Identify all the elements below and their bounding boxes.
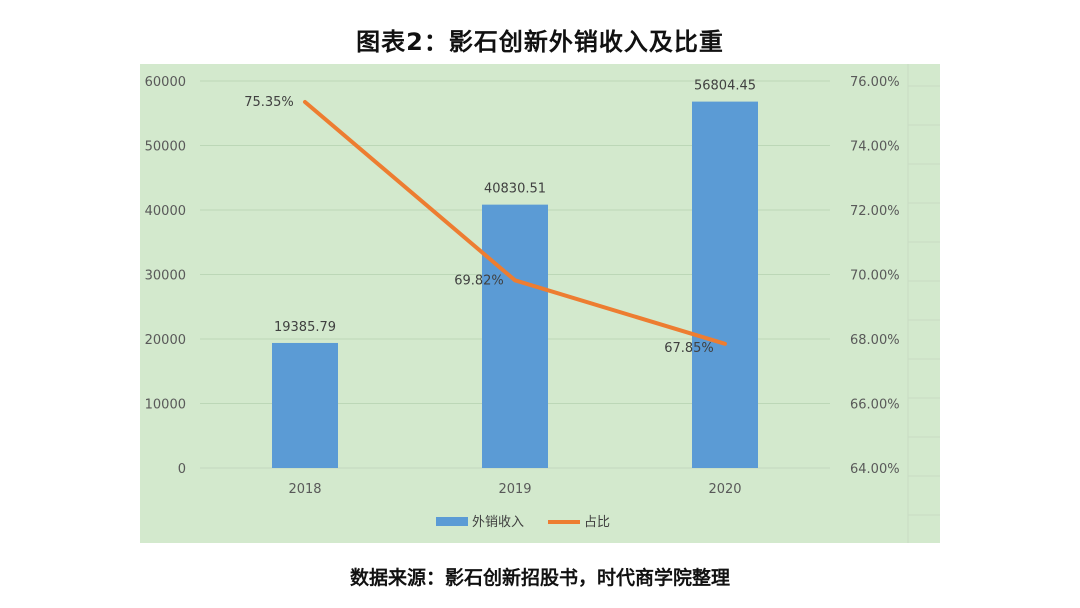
grid-layer	[200, 64, 940, 543]
y-tick-label: 30000	[145, 269, 186, 284]
y-tick-label: 60000	[145, 75, 186, 90]
plot-area: 0 10000 20000 30000 40000 50000 60000 64.00% 66…	[140, 64, 940, 543]
axis-left: 0 10000 20000 30000 40000 50000 60000	[145, 75, 186, 477]
x-tick-label: 2018	[288, 482, 321, 497]
line-data-label: 69.82%	[454, 273, 504, 288]
x-tick-label: 2020	[708, 482, 741, 497]
line-series	[303, 99, 727, 346]
y2-tick-label: 74.00%	[850, 140, 900, 155]
y-tick-label: 0	[178, 462, 186, 477]
y2-tick-label: 72.00%	[850, 204, 900, 219]
line-data-label: 75.35%	[244, 95, 294, 110]
y2-tick-label: 68.00%	[850, 333, 900, 348]
labels-layer: 19385.79 40830.51 56804.45 75.35% 69.82% 67.8…	[244, 79, 756, 356]
legend-swatch-bar	[436, 517, 468, 526]
bar-data-label: 56804.45	[694, 79, 756, 94]
bars-layer	[272, 101, 758, 469]
bar	[692, 101, 758, 468]
legend: 外销收入 占比	[436, 515, 610, 530]
axis-x: 2018 2019 2020	[288, 482, 741, 497]
chart-title: 图表2：影石创新外销收入及比重	[356, 28, 724, 56]
y-tick-label: 50000	[145, 140, 186, 155]
bar	[482, 204, 548, 469]
bar-data-label: 40830.51	[484, 182, 546, 197]
y2-tick-label: 66.00%	[850, 398, 900, 413]
legend-label-line: 占比	[584, 515, 610, 530]
chart-svg: 0 10000 20000 30000 40000 50000 60000 64.00% 66…	[145, 64, 940, 543]
line-data-label: 67.85%	[664, 341, 714, 356]
y2-tick-label: 76.00%	[850, 75, 900, 90]
x-tick-label: 2019	[498, 482, 531, 497]
y-tick-label: 40000	[145, 204, 186, 219]
bar	[272, 342, 338, 468]
y2-tick-label: 70.00%	[850, 269, 900, 284]
bar-data-label: 19385.79	[274, 320, 336, 335]
legend-label-bar: 外销收入	[472, 515, 524, 530]
axis-right: 64.00% 66.00% 68.00% 70.00% 72.00% 74.00% 76.0…	[850, 75, 900, 477]
source-note: 数据来源：影石创新招股书，时代商学院整理	[349, 567, 730, 589]
y-tick-label: 20000	[145, 333, 186, 348]
line-layer	[303, 99, 727, 346]
y-tick-label: 10000	[145, 398, 186, 413]
y2-tick-label: 64.00%	[850, 462, 900, 477]
